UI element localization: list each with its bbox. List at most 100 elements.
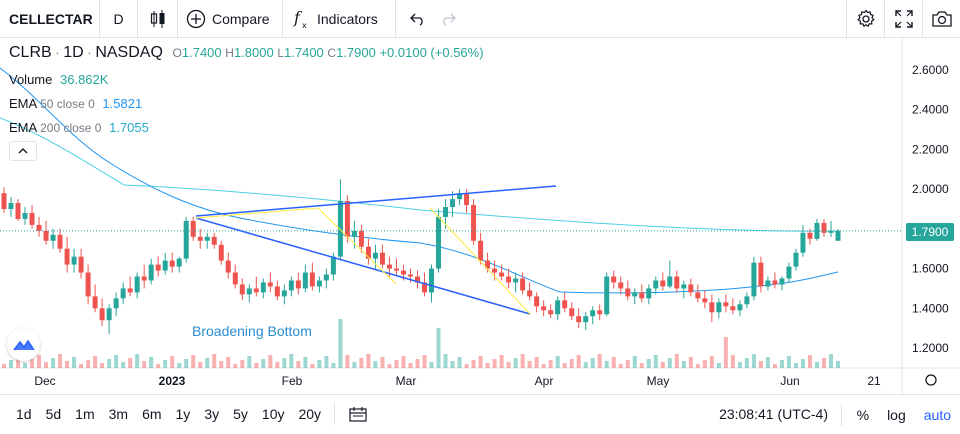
range-20y[interactable]: 20y <box>298 406 322 422</box>
volume-bar <box>226 357 231 368</box>
candle-body <box>57 234 63 249</box>
range-3y[interactable]: 3y <box>204 406 220 422</box>
screenshot-button[interactable] <box>922 0 960 38</box>
volume-bar <box>310 364 315 368</box>
candle-body <box>674 276 680 289</box>
symbol-search[interactable]: CELLECTAR <box>0 0 100 38</box>
plus-circle-icon <box>186 9 206 28</box>
axis-settings-icon[interactable] <box>925 374 937 386</box>
volume-bar <box>583 362 588 368</box>
range-1m[interactable]: 1m <box>75 406 95 422</box>
candle-body <box>379 252 385 265</box>
chart-area[interactable]: 1.2000 1.4000 1.6000 1.8000 2.0000 2.2000 2.40… <box>0 38 960 394</box>
candle-body <box>43 230 49 241</box>
legend-close: 1.7900 <box>336 45 376 60</box>
volume-bar <box>233 364 238 368</box>
candle-body <box>513 278 519 283</box>
legend-collapse-button[interactable] <box>9 141 37 161</box>
candle-body <box>779 278 785 285</box>
legend-ohlc: O1.7400 H1.8000 L1.7400 C1.7900 +0.0100 … <box>173 45 484 60</box>
candle-body <box>344 201 350 237</box>
range-5y[interactable]: 5y <box>233 406 248 422</box>
range-3m[interactable]: 3m <box>108 406 129 422</box>
candle-body <box>807 232 813 239</box>
volume-bar <box>72 357 77 368</box>
legend-main: CLRB · 1D · NASDAQ O1.7400 H1.8000 L1.74… <box>9 44 484 61</box>
ema200-value: 1.7055 <box>109 120 149 135</box>
candle-body <box>330 256 336 275</box>
fullscreen-button[interactable] <box>884 0 922 38</box>
volume-bar <box>16 356 21 368</box>
volume-bar <box>821 358 826 368</box>
time-tick-label: Dec <box>34 374 55 388</box>
candle-body <box>393 268 399 271</box>
price-tick-label: 2.6000 <box>912 63 949 77</box>
volume-bar <box>261 359 266 368</box>
auto-scale-toggle[interactable]: auto <box>923 406 951 423</box>
volume-bar <box>79 364 84 368</box>
volume-bar <box>366 354 371 368</box>
svg-text:x: x <box>302 21 307 29</box>
candle-body <box>828 230 834 233</box>
volume-bar <box>142 361 147 368</box>
volume-bar <box>506 362 511 368</box>
candle-body <box>22 212 28 219</box>
volume-bar <box>836 361 840 368</box>
candle-body <box>197 236 203 241</box>
range-10y[interactable]: 10y <box>261 406 285 422</box>
log-scale-toggle[interactable]: log <box>887 406 906 423</box>
range-6m[interactable]: 6m <box>142 406 162 422</box>
timezone-clock[interactable]: 23:08:41 (UTC-4) <box>719 406 828 422</box>
volume-bar <box>485 363 490 368</box>
volume-bar <box>828 354 833 368</box>
volume-bar <box>219 361 224 368</box>
range-1y[interactable]: 1y <box>175 406 191 422</box>
settings-icon <box>856 9 875 28</box>
candle-body <box>443 207 449 217</box>
price-tick-label: 2.2000 <box>912 142 949 156</box>
candle-body <box>309 272 315 287</box>
range-5d[interactable]: 5d <box>45 406 62 422</box>
candle-body <box>576 316 582 323</box>
legend-ema200[interactable]: EMA 200 close 0 1.7055 <box>9 120 149 135</box>
volume-bar <box>408 363 413 368</box>
candle-body <box>737 304 743 311</box>
divider <box>334 403 336 425</box>
redo-icon[interactable] <box>440 12 456 26</box>
undo-icon[interactable] <box>410 12 426 26</box>
interval-button[interactable]: D <box>100 0 138 38</box>
price-tick-label: 1.6000 <box>912 262 949 276</box>
candle-body <box>541 306 547 311</box>
candle-body <box>492 268 498 273</box>
volume-bar <box>674 354 679 368</box>
settings-button[interactable] <box>846 0 884 38</box>
ema50-params: 50 close 0 <box>40 97 95 111</box>
goto-date-button[interactable] <box>341 406 375 422</box>
chart-type-button[interactable] <box>138 0 178 38</box>
volume-bar <box>555 356 560 368</box>
candle-body <box>8 203 14 209</box>
compare-button[interactable]: Compare <box>178 0 283 38</box>
candle-body <box>120 288 126 299</box>
volume-bar <box>2 364 6 368</box>
legend-c-label: C <box>327 46 337 60</box>
volume-bar <box>751 354 756 368</box>
ema200-label: EMA <box>9 120 37 135</box>
time-tick-label: Feb <box>282 374 303 388</box>
tradingview-logo[interactable] <box>7 328 40 361</box>
candle-body <box>632 292 638 297</box>
volume-bar <box>457 357 462 368</box>
legend-ema50[interactable]: EMA 50 close 0 1.5821 <box>9 96 142 111</box>
price-chart[interactable]: 1.2000 1.4000 1.6000 1.8000 2.0000 2.2000 2.40… <box>0 38 960 394</box>
range-1d[interactable]: 1d <box>16 406 32 422</box>
candle-body <box>520 278 526 291</box>
candle-body <box>253 288 259 293</box>
legend-volume[interactable]: Volume 36.862K <box>9 72 108 87</box>
price-tick-label: 2.0000 <box>912 182 949 196</box>
pattern-annotation: Broadening Bottom <box>192 323 312 339</box>
volume-bar <box>373 361 378 368</box>
percent-scale-toggle[interactable]: % <box>856 406 870 423</box>
volume-bar <box>324 356 329 368</box>
